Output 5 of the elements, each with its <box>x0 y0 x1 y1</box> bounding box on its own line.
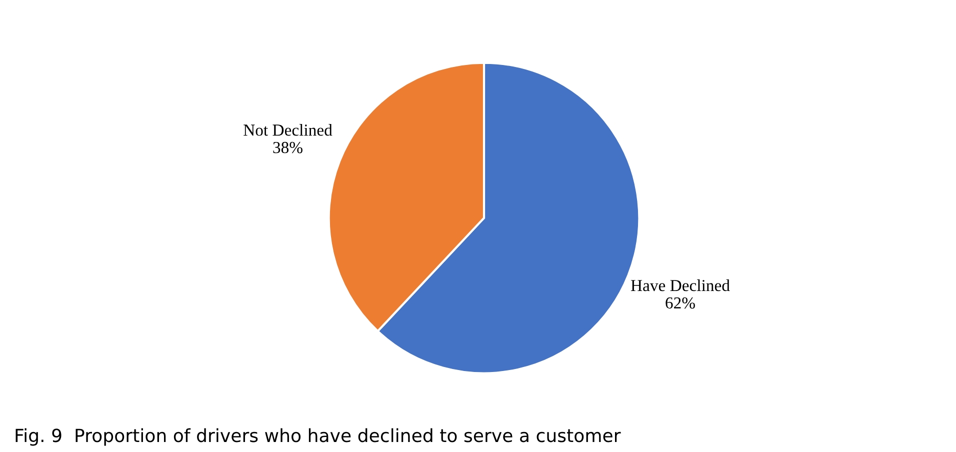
caption: Fig. 9 Proportion of drivers who have declined to serve a customer <box>16 428 621 446</box>
slice-label: Not Declined <box>244 124 332 136</box>
data-label: 38% <box>273 142 302 154</box>
data-label: 62% <box>666 297 695 309</box>
slice-label: Have Declined <box>630 279 730 292</box>
